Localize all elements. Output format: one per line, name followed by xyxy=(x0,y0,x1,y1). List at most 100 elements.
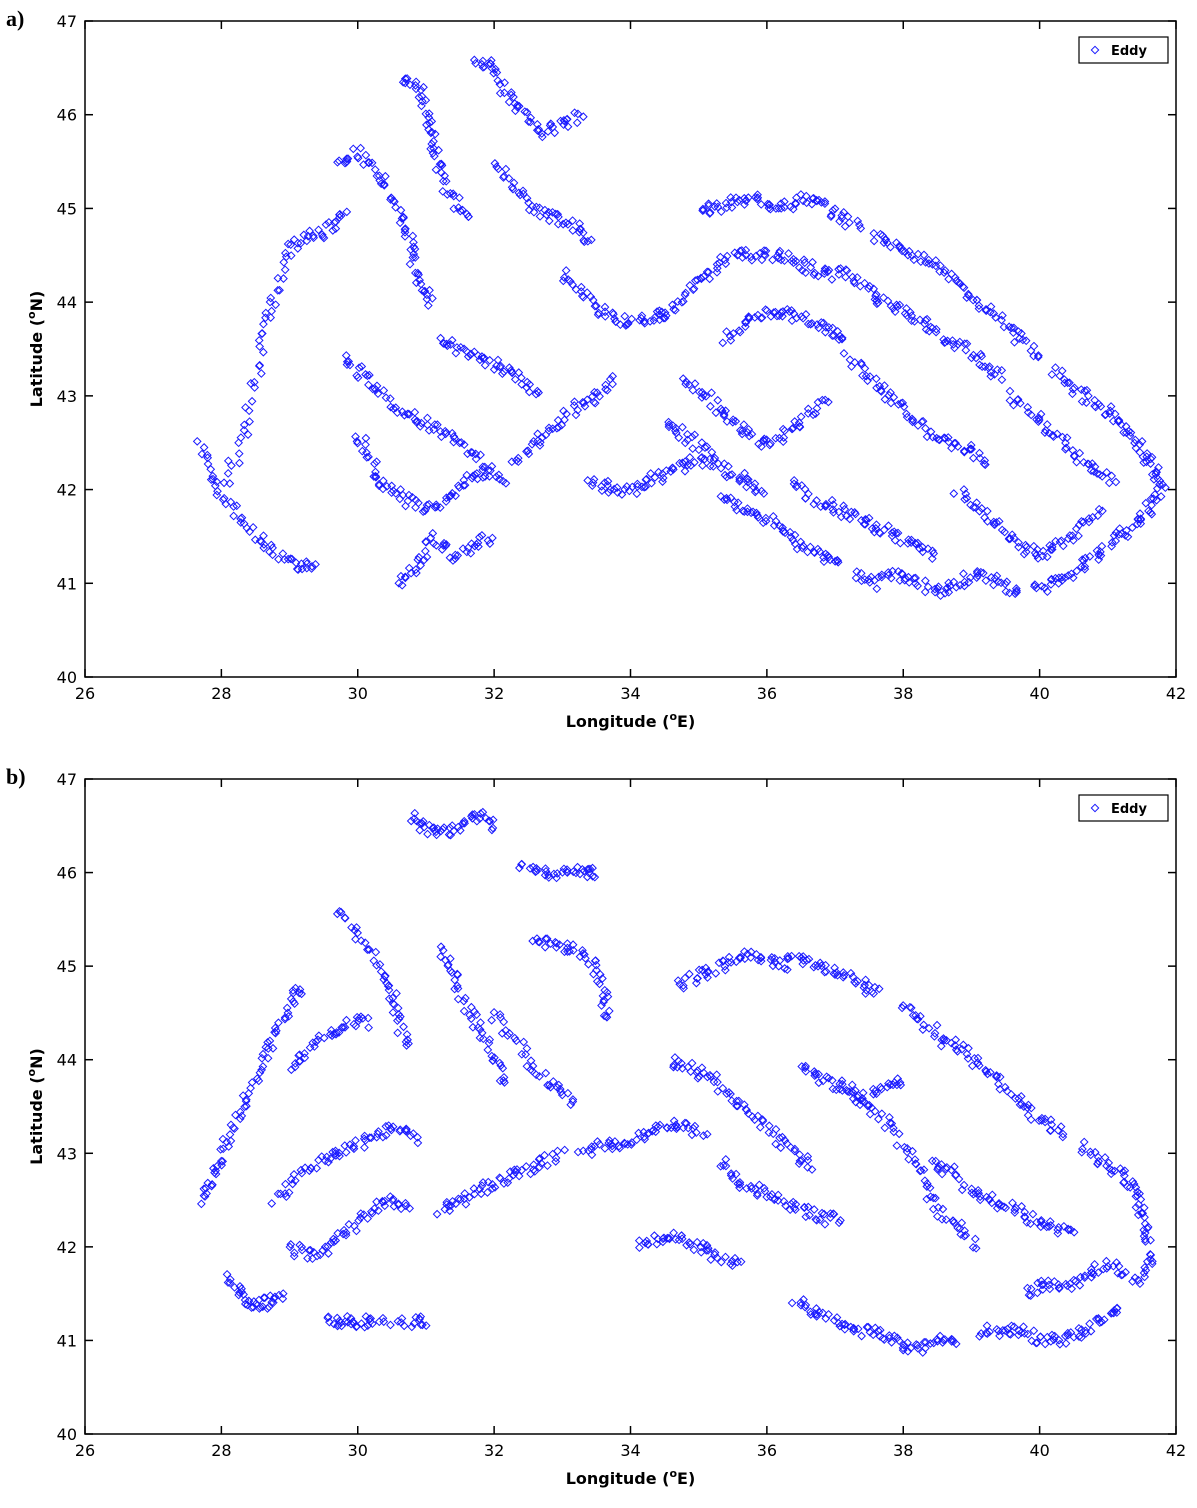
eddy-marker xyxy=(544,207,554,217)
eddy-marker xyxy=(872,584,882,594)
eddy-marker xyxy=(1144,506,1153,516)
eddy-marker xyxy=(518,189,528,199)
eddy-marker xyxy=(730,1253,740,1263)
eddy-marker xyxy=(931,1193,940,1203)
y-tick-label: 44 xyxy=(57,293,77,312)
eddy-marker xyxy=(668,465,678,474)
eddy-marker xyxy=(936,591,945,600)
eddy-marker xyxy=(750,192,760,202)
eddy-marker xyxy=(581,953,590,963)
eddy-marker xyxy=(1107,541,1116,551)
eddy-marker xyxy=(734,326,744,336)
panel-a: a) 26 28 30 32 34 36 38 40 42 40 41 42 43 44 45 46 47 Lon… xyxy=(0,0,1197,750)
eddy-marker xyxy=(500,78,509,88)
eddy-marker xyxy=(975,448,984,458)
eddy-marker xyxy=(456,342,466,352)
eddy-marker xyxy=(1110,409,1120,419)
eddy-marker xyxy=(472,1010,482,1019)
eddy-marker xyxy=(843,212,853,222)
eddy-marker xyxy=(798,541,808,551)
eddy-marker xyxy=(286,251,296,261)
eddy-marker xyxy=(1147,452,1157,462)
eddy-marker xyxy=(360,1143,369,1152)
eddy-marker xyxy=(312,1163,322,1173)
eddy-marker xyxy=(930,584,940,594)
eddy-marker xyxy=(266,313,276,322)
eddy-marker xyxy=(1034,413,1044,423)
eddy-marker xyxy=(587,1142,597,1151)
eddy-marker xyxy=(577,865,587,874)
eddy-marker xyxy=(791,199,801,209)
eddy-marker xyxy=(691,1128,701,1137)
eddy-marker xyxy=(505,1029,514,1038)
eddy-marker xyxy=(465,1010,475,1020)
eddy-marker xyxy=(809,499,819,509)
eddy-marker xyxy=(242,523,252,533)
y-tick-label: 40 xyxy=(57,668,77,687)
eddy-marker xyxy=(352,437,362,446)
eddy-marker xyxy=(1092,546,1102,556)
eddy-marker xyxy=(1120,1166,1130,1176)
eddy-marker xyxy=(595,979,604,989)
eddy-marker xyxy=(1009,400,1018,410)
eddy-marker xyxy=(470,1189,479,1199)
eddy-marker xyxy=(711,408,721,418)
eddy-marker xyxy=(771,204,781,213)
eddy-marker xyxy=(922,314,932,324)
eddy-marker xyxy=(674,433,684,443)
eddy-marker xyxy=(773,1190,783,1200)
eddy-marker xyxy=(379,975,389,984)
eddy-marker xyxy=(1119,1171,1129,1181)
eddy-marker xyxy=(702,442,712,452)
eddy-marker xyxy=(1121,1267,1130,1277)
eddy-marker xyxy=(655,1120,665,1130)
eddy-marker xyxy=(519,1037,529,1047)
eddy-marker xyxy=(450,975,460,985)
eddy-marker xyxy=(689,1245,699,1255)
eddy-marker xyxy=(917,417,927,427)
eddy-marker xyxy=(694,1072,704,1081)
eddy-marker xyxy=(441,176,451,186)
eddy-marker xyxy=(488,533,497,543)
eddy-marker xyxy=(535,437,545,447)
eddy-marker xyxy=(821,322,831,332)
eddy-marker xyxy=(753,1111,763,1121)
eddy-marker xyxy=(239,425,249,435)
eddy-marker xyxy=(1084,517,1094,527)
eddy-marker xyxy=(257,1065,266,1075)
y-tick-label: 47 xyxy=(57,770,77,789)
eddy-marker xyxy=(931,1156,941,1166)
eddy-marker xyxy=(1094,555,1104,565)
y-tick-label: 45 xyxy=(57,199,77,218)
eddy-marker xyxy=(283,239,293,249)
eddy-marker xyxy=(707,388,716,398)
eddy-marker xyxy=(491,64,500,74)
eddy-marker xyxy=(371,472,381,482)
eddy-marker xyxy=(1077,517,1086,526)
eddy-marker xyxy=(824,1073,833,1083)
eddy-marker xyxy=(424,499,434,509)
eddy-marker xyxy=(549,869,559,879)
eddy-marker xyxy=(237,1111,247,1121)
eddy-marker xyxy=(338,1022,348,1032)
eddy-marker xyxy=(962,339,972,349)
eddy-marker xyxy=(677,1231,686,1240)
eddy-marker xyxy=(964,1043,973,1053)
eddy-marker xyxy=(735,475,745,485)
eddy-marker xyxy=(1080,386,1090,396)
eddy-marker xyxy=(814,195,824,205)
eddy-marker xyxy=(801,1061,810,1071)
eddy-marker xyxy=(664,422,674,432)
eddy-marker xyxy=(259,319,268,329)
eddy-marker xyxy=(728,329,738,338)
eddy-marker xyxy=(981,306,991,316)
eddy-marker xyxy=(811,1214,821,1224)
eddy-marker xyxy=(401,1037,411,1047)
eddy-marker xyxy=(492,162,502,172)
eddy-marker xyxy=(705,274,715,284)
eddy-marker xyxy=(221,499,231,509)
eddy-marker xyxy=(920,576,930,586)
eddy-marker xyxy=(955,580,965,590)
eddy-marker xyxy=(687,1058,697,1068)
eddy-marker xyxy=(1076,1272,1085,1282)
